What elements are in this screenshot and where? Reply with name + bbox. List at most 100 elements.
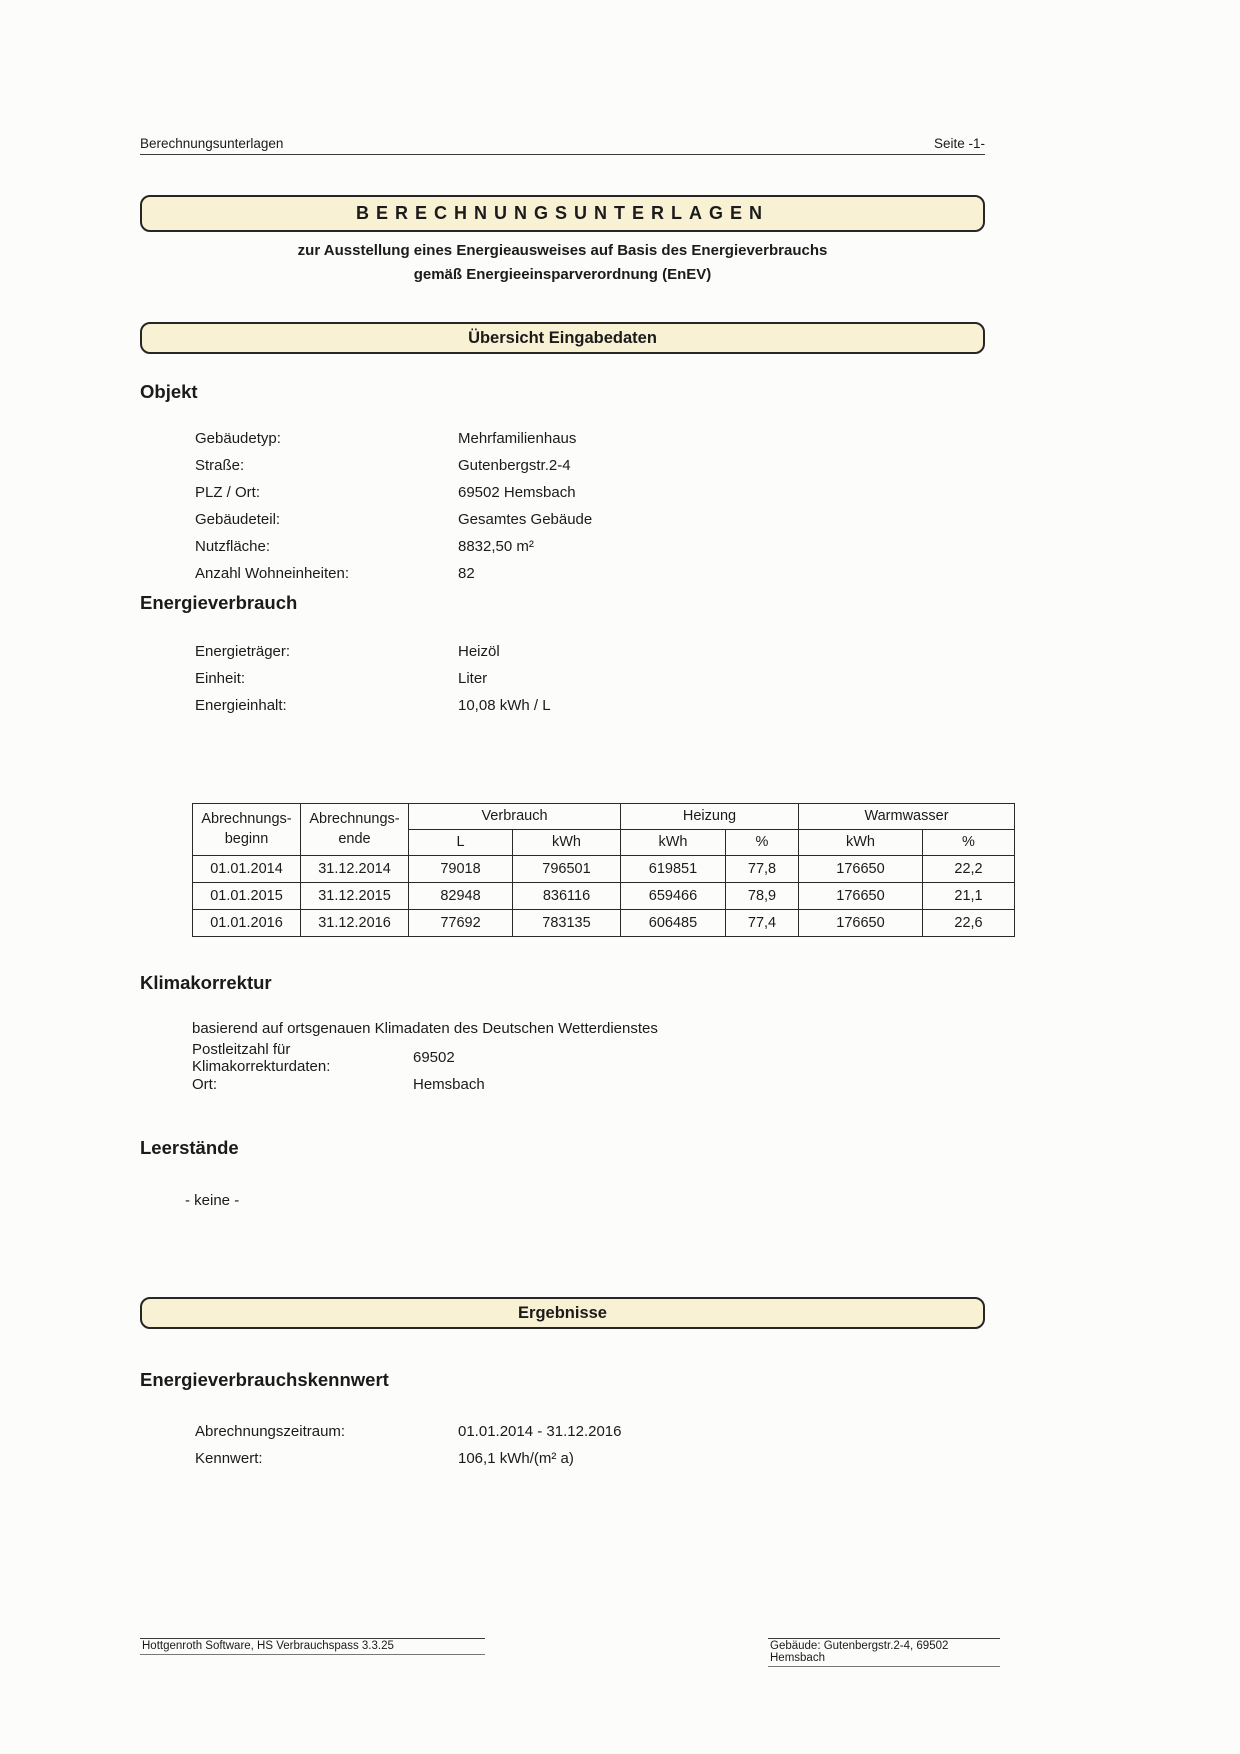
field-value: 69502 [413, 1049, 455, 1066]
footer-software-info: Hottgenroth Software, HS Verbrauchspass … [140, 1638, 485, 1655]
field-row: Kennwert: 106,1 kWh/(m² a) [195, 1445, 621, 1472]
field-row: Postleitzahl für Klimakorrekturdaten: 69… [192, 1041, 485, 1075]
field-value: Liter [458, 670, 488, 687]
subcol-verbrauch-l: L [408, 829, 513, 856]
energieverbrauch-fields: Energieträger: Heizöl Einheit: Liter Ene… [195, 638, 551, 719]
col-group-warmwasser: Warmwasser [798, 803, 1015, 830]
field-label: Gebäudeteil: [195, 511, 281, 528]
field-label: Straße: [195, 457, 245, 474]
table-cell: 31.12.2016 [300, 909, 409, 937]
title-banner: BERECHNUNGSUNTERLAGEN [140, 195, 985, 232]
field-value: 01.01.2014 - 31.12.2016 [458, 1423, 622, 1440]
field-label: Energieinhalt: [195, 697, 287, 714]
field-row: Nutzfläche: 8832,50 m² [195, 533, 592, 560]
field-row: Energieinhalt: 10,08 kWh / L [195, 692, 551, 719]
table-cell: 01.01.2014 [192, 855, 301, 883]
table-cell: 77692 [408, 909, 513, 937]
col-header-line: beginn [224, 830, 269, 847]
table-cell: 176650 [798, 882, 923, 910]
table-cell: 77,8 [725, 855, 799, 883]
field-value: Hemsbach [413, 1076, 485, 1093]
table-cell: 01.01.2015 [192, 882, 301, 910]
col-group-heizung: Heizung [620, 803, 799, 830]
table-row: 01.01.2014 31.12.2014 79018 796501 61985… [192, 855, 1015, 883]
klimakorrektur-intro: basierend auf ortsgenauen Klimadaten des… [192, 1020, 658, 1037]
field-row: Gebäudetyp: Mehrfamilienhaus [195, 425, 592, 452]
table-cell: 783135 [512, 909, 621, 937]
subtitle-line-2: gemäß Energieeinsparverordnung (EnEV) [413, 266, 712, 283]
field-row: Anzahl Wohneinheiten: 82 [195, 560, 592, 587]
field-row: Abrechnungszeitraum: 01.01.2014 - 31.12.… [195, 1418, 621, 1445]
field-label: Nutzfläche: [195, 538, 271, 555]
subtitle-line-1: zur Ausstellung eines Energieausweises a… [297, 242, 828, 259]
field-value: 8832,50 m² [458, 538, 534, 555]
field-row: Gebäudeteil: Gesamtes Gebäude [195, 506, 592, 533]
objekt-fields: Gebäudetyp: Mehrfamilienhaus Straße: Gut… [195, 425, 592, 587]
subcol-warmwasser-kwh: kWh [798, 829, 923, 856]
table-cell: 21,1 [922, 882, 1015, 910]
leerstaende-heading: Leerstände [140, 1137, 239, 1158]
col-header-abrechnungsbeginn: Abrechnungs- beginn [192, 803, 301, 856]
klimakorrektur-heading: Klimakorrektur [140, 972, 272, 993]
section-banner-label: Übersicht Eingabedaten [468, 328, 657, 347]
field-value: Gesamtes Gebäude [458, 511, 593, 528]
field-label: Gebäudetyp: [195, 430, 281, 447]
field-value: 106,1 kWh/(m² a) [458, 1450, 574, 1467]
energieverbrauch-heading: Energieverbrauch [140, 592, 298, 613]
table-row: 01.01.2015 31.12.2015 82948 836116 65946… [192, 882, 1015, 910]
page-number: Seite -1- [933, 136, 985, 151]
field-row: Ort: Hemsbach [192, 1071, 485, 1098]
col-header-line: ende [338, 830, 371, 847]
section-banner-ergebnisse: Ergebnisse [140, 1297, 985, 1329]
document-title: BERECHNUNGSUNTERLAGEN [355, 203, 769, 223]
table-cell: 78,9 [725, 882, 799, 910]
table-cell: 836116 [512, 882, 621, 910]
field-label: Postleitzahl für Klimakorrekturdaten: [192, 1040, 331, 1075]
footer-building-info: Gebäude: Gutenbergstr.2-4, 69502 Hemsbac… [768, 1638, 1000, 1667]
table-cell: 606485 [620, 909, 726, 937]
field-value: Mehrfamilienhaus [458, 430, 577, 447]
col-header-line: Abrechnungs- [201, 810, 292, 827]
field-label: Energieträger: [195, 643, 291, 660]
table-cell: 82948 [408, 882, 513, 910]
field-label: Abrechnungszeitraum: [195, 1423, 346, 1440]
verbrauch-table: Abrechnungs- beginn Abrechnungs- ende Ve… [192, 803, 1015, 937]
klimakorrektur-fields: Postleitzahl für Klimakorrekturdaten: 69… [192, 1041, 485, 1098]
table-cell: 22,6 [922, 909, 1015, 937]
field-label: Ort: [192, 1076, 217, 1093]
subcol-heizung-kwh: kWh [620, 829, 726, 856]
table-subheader-row: L kWh kWh % kWh % [193, 829, 1015, 856]
table-cell: 659466 [620, 882, 726, 910]
subcol-verbrauch-kwh: kWh [512, 829, 621, 856]
field-value: Heizöl [458, 643, 500, 660]
leerstaende-value: - keine - [185, 1192, 240, 1209]
running-header: Berechnungsunterlagen Seite -1- [140, 136, 985, 155]
table-header-row: Abrechnungs- beginn Abrechnungs- ende Ve… [192, 803, 1015, 856]
table-cell: 176650 [798, 909, 923, 937]
table-cell: 01.01.2016 [192, 909, 301, 937]
field-label: Einheit: [195, 670, 246, 687]
table-cell: 176650 [798, 855, 923, 883]
col-header-line: Abrechnungs- [309, 810, 400, 827]
field-row: Straße: Gutenbergstr.2-4 [195, 452, 592, 479]
table-cell: 619851 [620, 855, 726, 883]
col-group-verbrauch: Verbrauch [408, 803, 621, 830]
field-label: Kennwert: [195, 1450, 263, 1467]
section-banner-eingabedaten: Übersicht Eingabedaten [140, 322, 985, 354]
running-header-title: Berechnungsunterlagen [140, 136, 284, 151]
field-value: 69502 Hemsbach [458, 484, 576, 501]
field-row: PLZ / Ort: 69502 Hemsbach [195, 479, 592, 506]
subcol-heizung-pct: % [725, 829, 799, 856]
table-cell: 22,2 [922, 855, 1015, 883]
table-cell: 31.12.2015 [300, 882, 409, 910]
table-row: 01.01.2016 31.12.2016 77692 783135 60648… [192, 909, 1015, 937]
field-label: PLZ / Ort: [195, 484, 261, 501]
field-value: Gutenbergstr.2-4 [458, 457, 571, 474]
table-cell: 31.12.2014 [300, 855, 409, 883]
field-value: 10,08 kWh / L [458, 697, 551, 714]
kennwert-fields: Abrechnungszeitraum: 01.01.2014 - 31.12.… [195, 1418, 621, 1472]
field-row: Einheit: Liter [195, 665, 551, 692]
objekt-heading: Objekt [140, 381, 198, 402]
table-cell: 79018 [408, 855, 513, 883]
